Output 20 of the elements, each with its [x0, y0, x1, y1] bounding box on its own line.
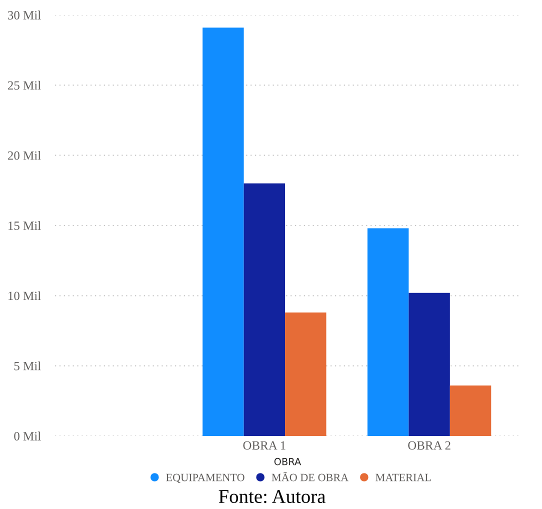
y-tick-label: 30 Mil — [8, 10, 41, 20]
bar — [285, 312, 326, 436]
y-tick-label: 5 Mil — [14, 361, 41, 370]
bar — [408, 292, 450, 436]
bar — [367, 228, 409, 436]
legend-label: MÃO DE OBRA — [272, 472, 349, 482]
bar — [450, 385, 492, 436]
y-tick-label: 0 Mil — [14, 432, 41, 440]
source-note: Fonte: Autora — [218, 490, 326, 504]
y-tick-label: 15 Mil — [8, 221, 41, 230]
bar — [244, 183, 286, 436]
x-tick-label: OBRA 2 — [408, 441, 450, 450]
legend-label: MATERIAL — [376, 474, 431, 482]
bar — [202, 28, 244, 436]
x-tick-label: OBRA 1 — [243, 441, 286, 450]
y-tick-label: 20 Mil — [8, 150, 41, 160]
legend-label: EQUIPAMENTO — [166, 474, 244, 483]
y-tick-label: 10 Mil — [8, 291, 41, 300]
x-axis-title: OBRA — [274, 458, 302, 466]
y-tick-label: 25 Mil — [8, 80, 41, 90]
